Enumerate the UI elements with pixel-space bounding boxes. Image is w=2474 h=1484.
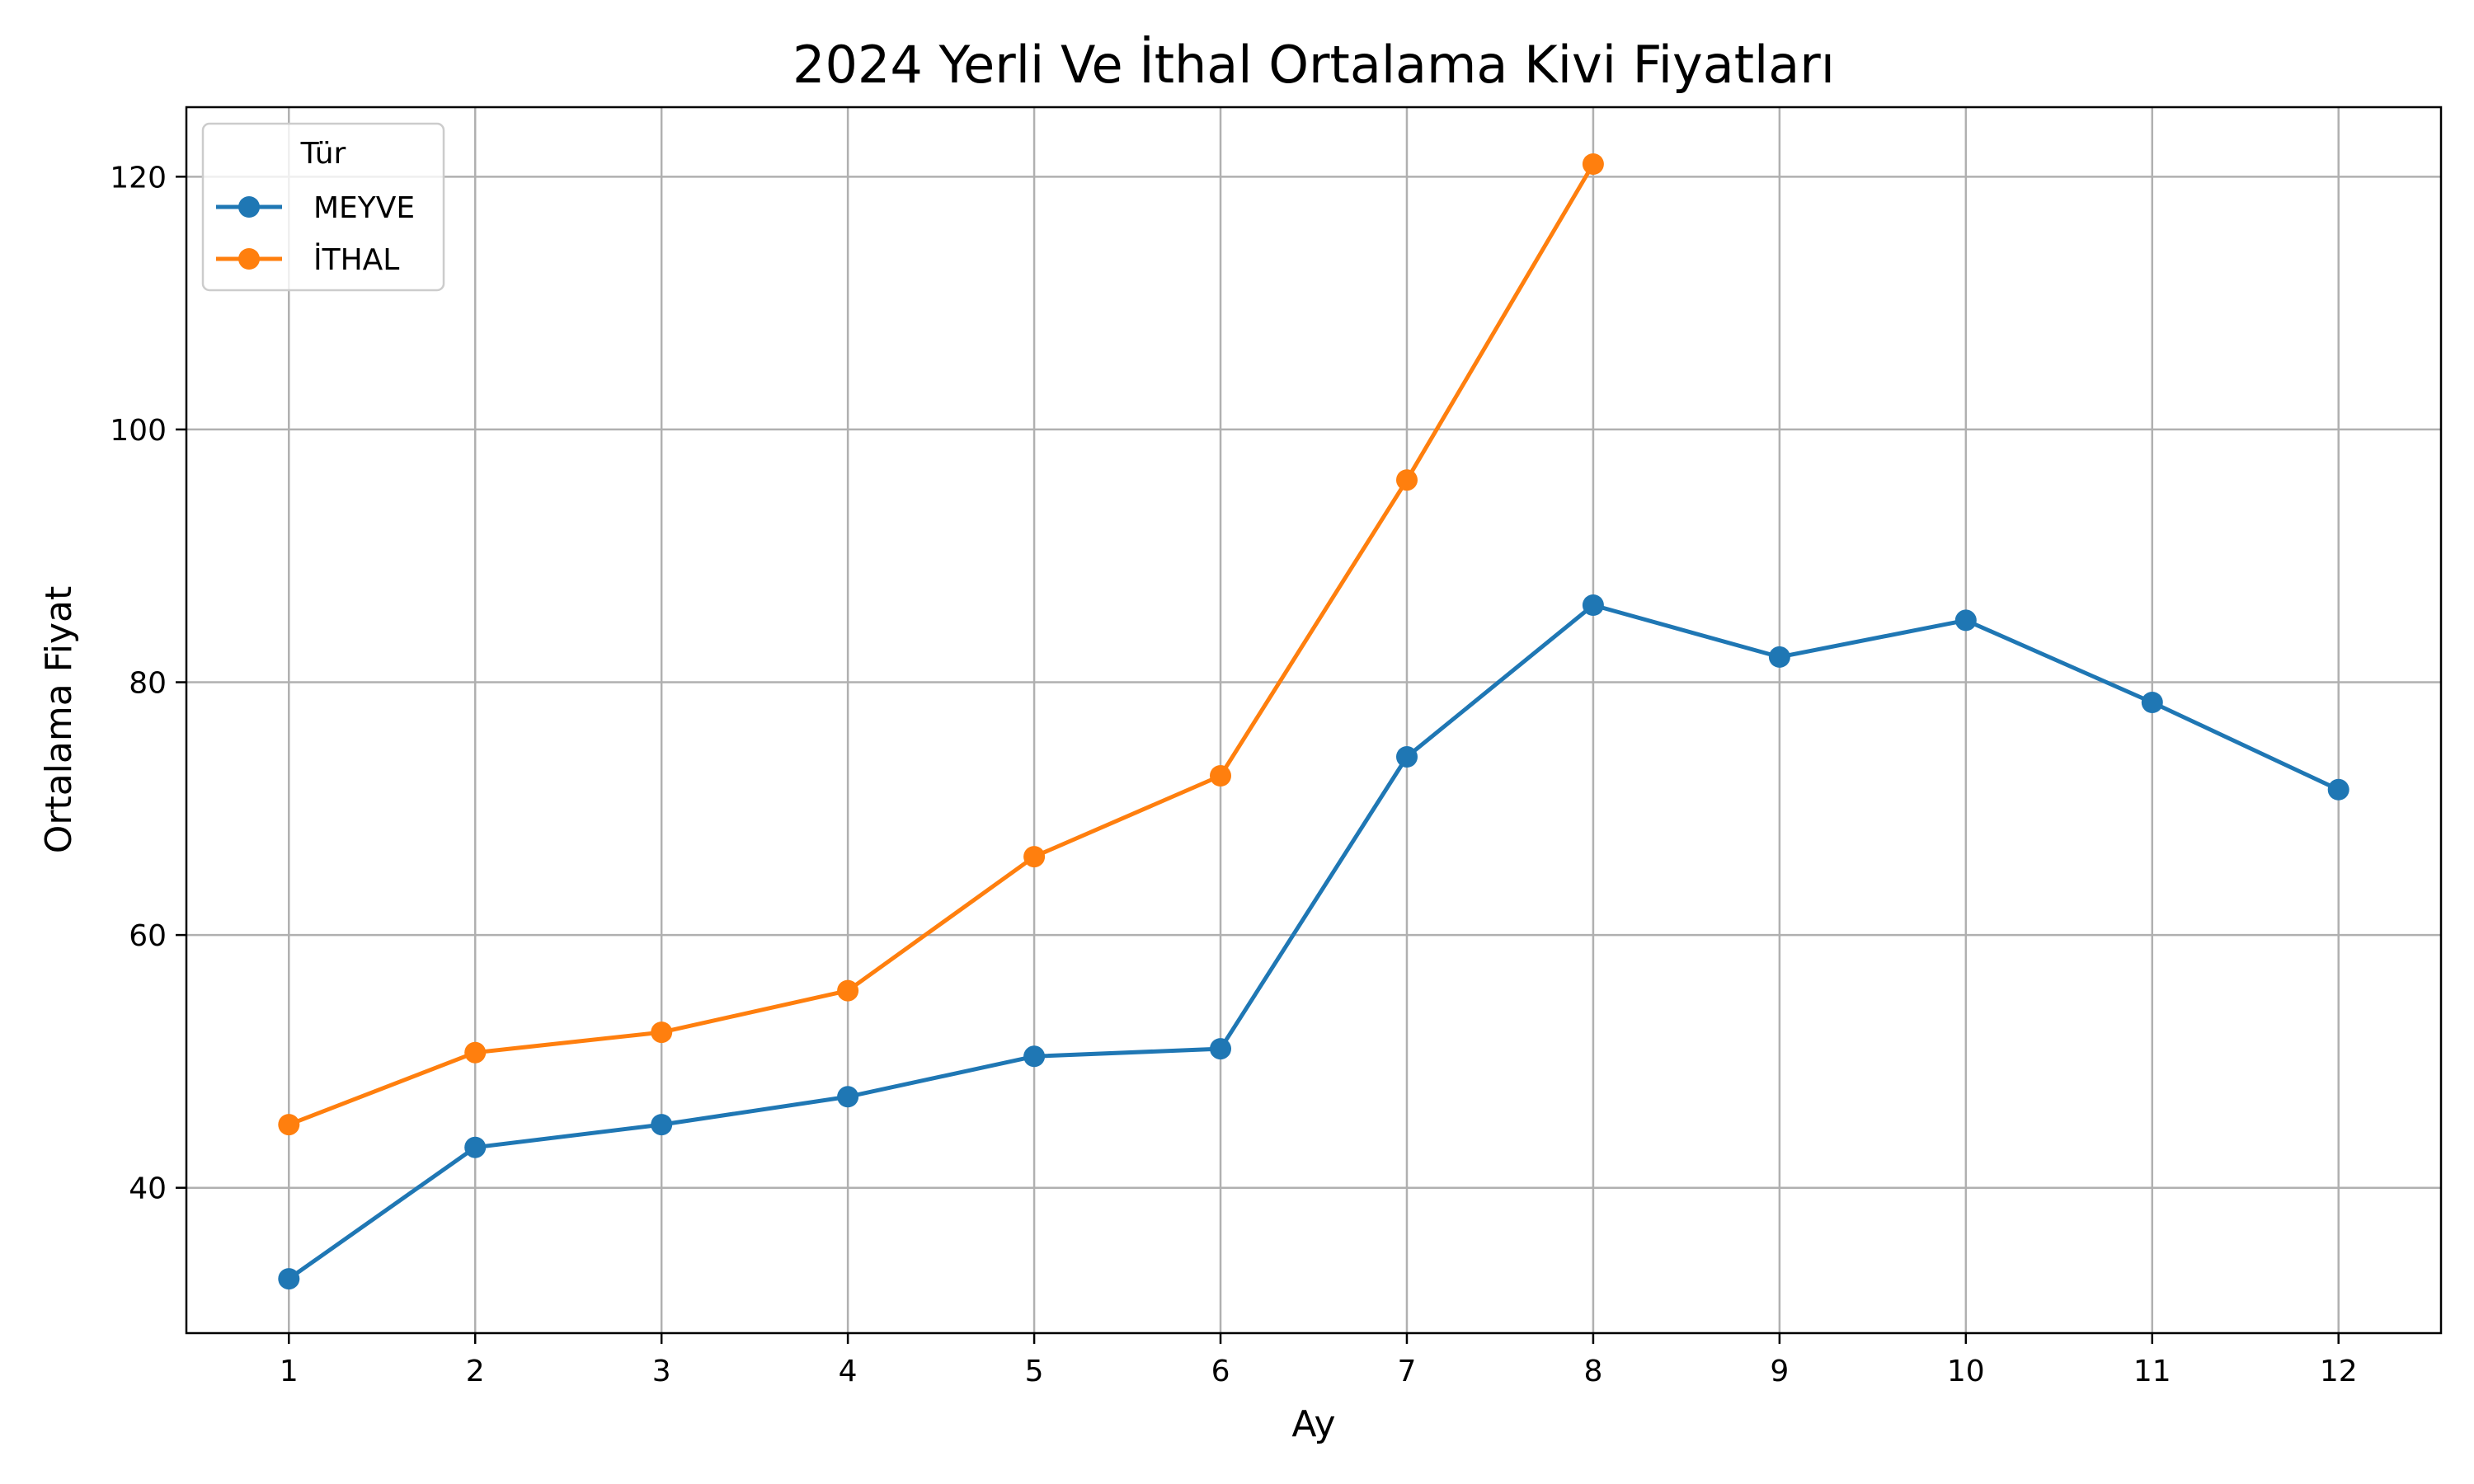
series-0-point — [1023, 1045, 1046, 1068]
x-tick-label: 8 — [1583, 1355, 1602, 1388]
series-0-point — [651, 1114, 673, 1136]
y-axis-label: Ortalama Fiyat — [38, 586, 80, 854]
x-tick-label: 11 — [2133, 1355, 2171, 1388]
legend-marker — [238, 196, 260, 218]
plot-frame — [185, 106, 2443, 1335]
series-0-point — [1210, 1038, 1231, 1060]
series-0-point — [837, 1086, 859, 1108]
y-axis: 40 60 80 100 120 — [110, 161, 186, 1206]
series-0-point — [2141, 692, 2163, 713]
legend-label: İTHAL — [313, 242, 399, 277]
series-1-line — [286, 162, 1596, 1127]
series-0-point — [278, 1268, 300, 1290]
x-axis: 1 2 3 4 5 6 7 8 9 10 11 12 — [280, 1333, 2358, 1388]
x-tick-label: 3 — [652, 1355, 671, 1388]
series-1-point — [1582, 153, 1604, 175]
x-tick-label: 12 — [2320, 1355, 2358, 1388]
grid — [186, 107, 2441, 1333]
legend-items: MEYVE İTHAL — [216, 191, 415, 277]
y-tick-label: 60 — [129, 919, 167, 953]
series-1-point — [1023, 846, 1046, 868]
x-tick-label: 5 — [1025, 1355, 1044, 1388]
x-axis-label: Ay — [1291, 1403, 1335, 1445]
series-0-line — [286, 603, 2341, 1281]
x-tick-label: 10 — [1947, 1355, 1985, 1388]
chart-title: 2024 Yerli Ve İthal Ortalama Kivi Fiyatl… — [793, 35, 1835, 95]
series-1-point — [1396, 469, 1418, 491]
y-tick-label: 120 — [110, 161, 167, 195]
y-tick-label: 100 — [110, 414, 167, 448]
series-0-point — [2327, 778, 2349, 801]
series-0-point — [1582, 594, 1604, 616]
series-0-point — [1954, 609, 1977, 632]
y-tick-label: 40 — [129, 1172, 167, 1206]
legend-title: Tür — [300, 137, 346, 171]
legend-marker — [238, 248, 260, 270]
series-1-point — [278, 1114, 300, 1136]
series-0-point — [1396, 746, 1418, 768]
x-tick-label: 6 — [1211, 1355, 1230, 1388]
legend: Tür MEYVE İTHAL — [201, 122, 445, 292]
x-tick-label: 2 — [466, 1355, 485, 1388]
x-tick-label: 1 — [280, 1355, 299, 1388]
series-0-point — [464, 1136, 487, 1158]
series-1-point — [837, 979, 859, 1002]
x-tick-label: 4 — [839, 1355, 858, 1388]
y-tick-label: 80 — [129, 667, 167, 701]
legend-label: MEYVE — [313, 191, 415, 225]
x-tick-label: 7 — [1398, 1355, 1417, 1388]
series-1-point — [651, 1021, 673, 1044]
x-tick-label: 9 — [1770, 1355, 1789, 1388]
series-1-point — [1210, 765, 1231, 787]
series-0-point — [1768, 646, 1790, 668]
series-1-point — [464, 1041, 487, 1064]
series-layer — [278, 153, 2349, 1290]
legend-box — [201, 122, 445, 292]
